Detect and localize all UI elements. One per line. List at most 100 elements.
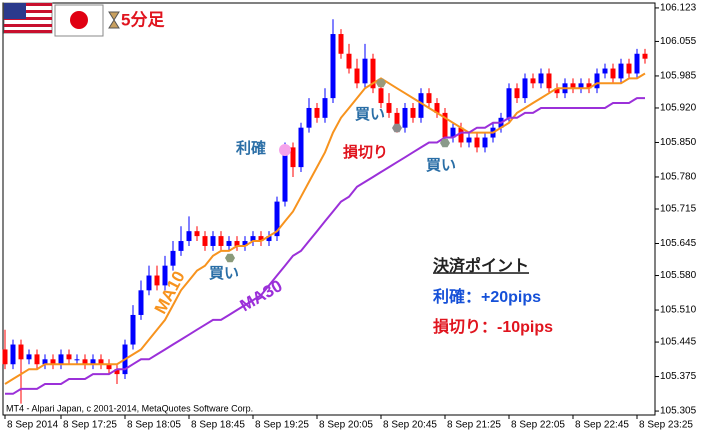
candle-body	[26, 354, 32, 360]
candle-body	[322, 98, 328, 118]
candle-body	[242, 241, 248, 246]
candle-body	[58, 354, 64, 365]
candle-body	[306, 107, 312, 128]
candle-body	[618, 63, 624, 79]
line-label: MA10	[151, 268, 189, 317]
candle-body	[138, 290, 144, 315]
annotation: 利確	[236, 139, 266, 157]
candle-body	[634, 53, 640, 74]
candle-body	[330, 34, 336, 99]
candle-body	[338, 34, 344, 54]
y-tick-label: 105.445	[660, 337, 697, 348]
candle-body	[602, 68, 608, 74]
buy-marker	[376, 78, 386, 88]
y-tick-label: 105.375	[660, 371, 697, 382]
jp-flag	[54, 4, 104, 37]
y-tick-label: 105.850	[660, 137, 697, 148]
summary-take-profit: 利確：+20pips	[433, 287, 541, 306]
candle-body	[386, 103, 392, 113]
y-tick-label: 105.645	[660, 238, 697, 249]
candle-body	[18, 344, 24, 360]
candle-body	[162, 265, 168, 286]
candle-body	[106, 364, 112, 370]
x-tick-label: 8 Sep 2014	[7, 420, 59, 431]
y-tick-label: 105.580	[660, 270, 697, 281]
y-tick-label: 105.985	[660, 71, 697, 82]
candle-body	[218, 236, 224, 246]
summary-stop-loss: 損切り：-10pips	[433, 317, 553, 336]
annotation: 損切り	[343, 143, 388, 161]
annotation: 買い	[426, 157, 456, 174]
candle-body	[426, 93, 432, 104]
candle-body	[594, 73, 600, 89]
buy-marker	[225, 253, 235, 263]
candle-body	[610, 68, 616, 79]
candle-body	[378, 88, 384, 104]
candle-body	[42, 359, 48, 365]
candle-body	[418, 93, 424, 118]
candle-body	[434, 103, 440, 113]
x-tick-label: 8 Sep 21:25	[447, 420, 501, 431]
candle-body	[274, 201, 280, 237]
ma-line	[4, 72, 646, 385]
annotation: 買い	[209, 265, 239, 282]
candle-body	[450, 127, 456, 138]
us-flag	[3, 2, 53, 34]
candle-body	[34, 354, 40, 365]
candle-body	[114, 369, 120, 375]
candle-body	[362, 58, 368, 84]
x-tick-label: 8 Sep 22:45	[575, 420, 629, 431]
summary-title: 決済ポイント	[433, 256, 529, 275]
candle-body	[354, 68, 360, 84]
annotation: 買い	[355, 106, 385, 123]
candle-body	[298, 127, 304, 168]
candle-body	[314, 107, 320, 118]
candle-body	[370, 58, 376, 89]
candle-body	[98, 359, 104, 365]
marks	[2, 19, 648, 404]
candle-body	[266, 236, 272, 242]
candle-body	[626, 63, 632, 74]
candle-body	[74, 359, 80, 361]
candle-body	[346, 53, 352, 69]
buy-marker	[440, 138, 450, 148]
candle-body	[202, 236, 208, 246]
candle-body	[186, 231, 192, 242]
candle-body	[394, 112, 400, 128]
candle-body	[570, 83, 576, 89]
candle-body	[250, 236, 256, 242]
x-tick-label: 8 Sep 23:25	[639, 420, 693, 431]
candle-body	[234, 241, 240, 246]
hourglass-icon	[108, 11, 120, 29]
candle-body	[130, 314, 136, 345]
line-label: MA30	[237, 276, 286, 315]
stop-loss-marker	[392, 123, 402, 133]
candle-body	[66, 354, 72, 360]
y-tick-label: 105.780	[660, 172, 697, 183]
candle-body	[178, 241, 184, 251]
y-tick-label: 106.055	[660, 36, 697, 47]
x-tick-label: 8 Sep 18:05	[127, 420, 181, 431]
x-tick-label: 8 Sep 20:05	[319, 420, 373, 431]
y-tick-label: 105.305	[660, 406, 697, 417]
candle-body	[514, 88, 520, 99]
candle-body	[210, 236, 216, 246]
candle-body	[90, 359, 96, 365]
candle-body	[402, 107, 408, 128]
candle-body	[458, 127, 464, 143]
candle-body	[50, 359, 56, 365]
candle-body	[282, 147, 288, 202]
candle-body	[170, 250, 176, 266]
candle-body	[226, 241, 232, 246]
y-tick-label: 105.920	[660, 103, 697, 114]
candle-body	[482, 137, 488, 148]
x-tick-label: 8 Sep 17:25	[63, 420, 117, 431]
candle-body	[506, 88, 512, 118]
plot-frame	[2, 2, 656, 416]
candle-body	[154, 275, 160, 286]
y-tick-label: 106.123	[660, 3, 697, 14]
x-tick-label: 8 Sep 18:45	[191, 420, 245, 431]
ma-line	[5, 97, 645, 395]
candle-body	[474, 137, 480, 148]
